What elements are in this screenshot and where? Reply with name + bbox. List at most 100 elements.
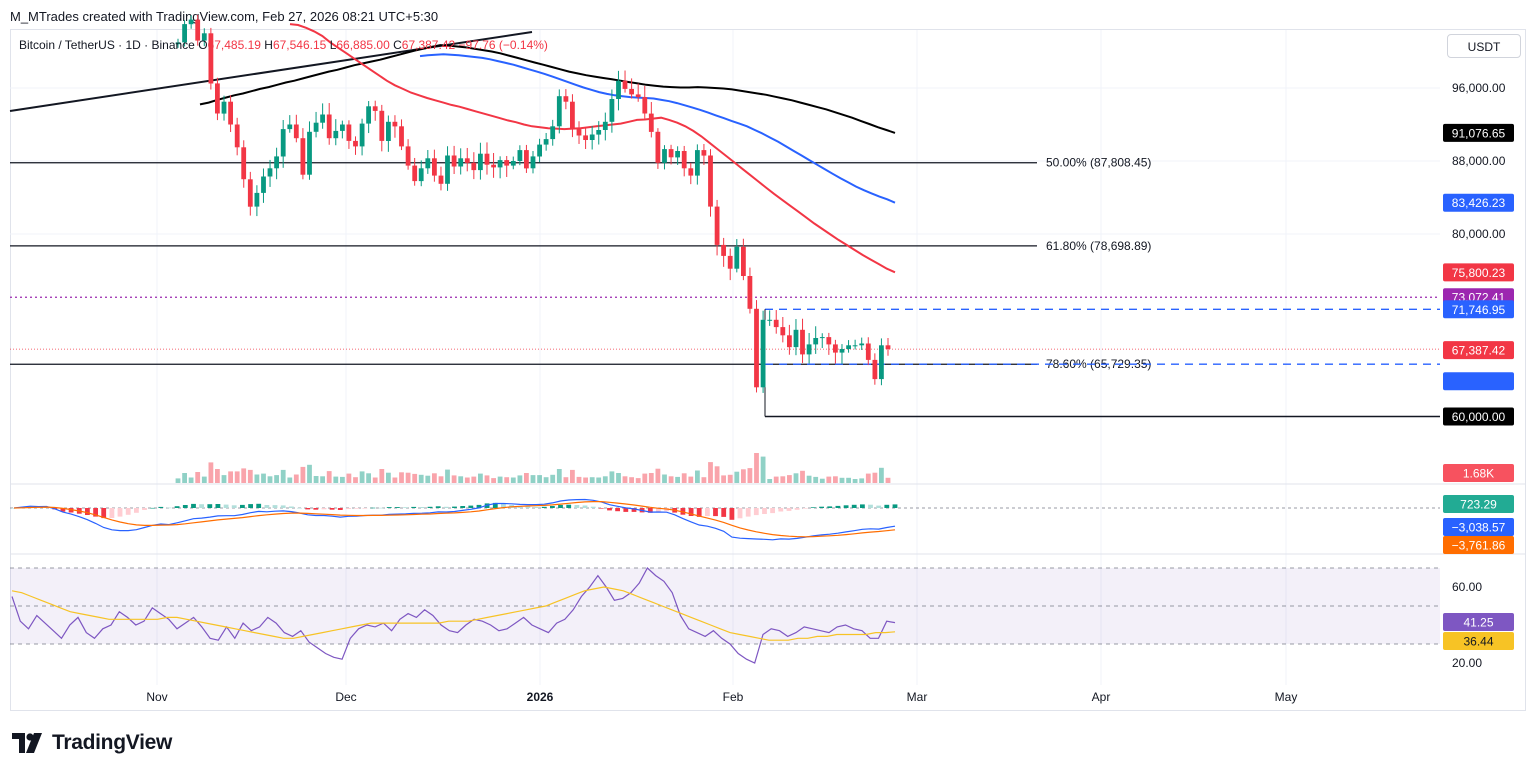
macd-histogram-bar — [843, 505, 849, 508]
volume-bar — [629, 477, 634, 483]
candle-body — [767, 319, 773, 321]
rsi-ma-tag-bg — [1443, 632, 1514, 650]
ema100-line — [419, 53, 896, 204]
volume-bar — [642, 473, 648, 483]
macd-histogram-bar — [550, 506, 555, 508]
volume-bar — [405, 472, 411, 483]
volume-bar — [727, 474, 733, 483]
volume-bar — [872, 472, 878, 483]
volume-bar — [201, 476, 207, 483]
candle-body — [727, 255, 733, 269]
rsi-value-tag: 41.25 — [1463, 616, 1493, 630]
ema50-price-tag-bg — [1443, 263, 1514, 282]
chart-attribution: M_MTrades created with TradingView.com, … — [10, 9, 439, 24]
macd-histogram-bar — [166, 507, 172, 509]
volume-bar — [497, 476, 503, 483]
macd-histogram-bar — [729, 508, 735, 520]
candle-body — [353, 140, 358, 147]
candle-body — [859, 343, 865, 346]
candle-body — [326, 114, 332, 139]
candle-body — [215, 83, 220, 114]
tradingview-logo-text: TradingView — [52, 731, 173, 754]
macd-histogram-bar — [158, 506, 164, 508]
candle-body — [399, 126, 404, 147]
macd-histogram-bar — [427, 506, 433, 508]
candle-body — [589, 134, 595, 140]
volume-bar — [550, 474, 556, 483]
candle-body — [346, 124, 352, 141]
symbol-name: Bitcoin / TetherUS · 1D · Binance — [19, 38, 195, 52]
volume-bar — [267, 476, 273, 483]
volume-bar — [787, 475, 792, 483]
volume-bar — [346, 473, 352, 483]
volume-bar — [708, 462, 713, 483]
level-71746-tag: 71,746.95 — [1452, 303, 1506, 317]
fibonacci-level-label: 50.00% (87,808.45) — [1046, 156, 1151, 170]
volume-bar — [300, 466, 306, 483]
volume-bar — [747, 468, 753, 483]
macd-histogram-bar — [721, 508, 727, 517]
candle-body — [681, 151, 687, 169]
volume-bar — [182, 473, 187, 483]
volume-bar — [602, 476, 608, 483]
candle-body — [464, 158, 470, 163]
volume-bar — [537, 475, 542, 483]
candle-body — [195, 19, 201, 41]
macd-histogram-bar — [280, 505, 286, 508]
macd-histogram-bar — [378, 507, 384, 509]
volume-bar — [333, 476, 339, 483]
volume-bar — [432, 473, 437, 483]
x-axis-tick-label: Dec — [335, 690, 356, 704]
macd-histogram-bar — [93, 508, 98, 517]
macd-histogram-bar — [403, 507, 408, 508]
candle-body — [662, 149, 667, 163]
high-value: 67,546.15 — [272, 38, 327, 52]
volume-bar — [241, 468, 247, 483]
macd-histogram-bar — [305, 508, 311, 510]
candle-body — [846, 345, 851, 349]
volume-tag: 1.68K — [1463, 467, 1494, 481]
macd-histogram-bar — [321, 508, 327, 510]
rsi-ma-tag: 36.44 — [1463, 635, 1493, 649]
candle-body — [754, 308, 759, 388]
macd-histogram-bar — [231, 505, 237, 508]
volume-bar — [504, 477, 510, 483]
rsi-line — [11, 567, 896, 664]
macd-histogram-bar — [770, 508, 775, 514]
macd-histogram-bar — [182, 505, 188, 508]
candle-body — [747, 276, 753, 309]
change-value: −97.76 (−0.14%) — [458, 38, 548, 52]
ema50-price-tag: 75,800.23 — [1452, 266, 1506, 280]
candle-body — [484, 153, 490, 165]
volume-bar — [418, 474, 424, 483]
volume-bar — [773, 476, 779, 483]
candle-body — [366, 106, 371, 124]
x-axis-tick-label: Mar — [907, 690, 928, 704]
volume-bar — [662, 474, 667, 483]
candle-body — [576, 129, 582, 136]
volume-bar — [326, 471, 332, 483]
macd-histogram-bar — [395, 507, 400, 508]
macd-histogram-bar — [419, 507, 425, 508]
macd-histogram-bar — [125, 508, 131, 515]
macd-signal-tag: −3,761.86 — [1452, 539, 1506, 553]
tradingview-logo[interactable]: TradingView — [12, 731, 172, 755]
candle-body — [741, 246, 746, 276]
candle-body — [458, 158, 464, 167]
candle-body — [773, 319, 779, 328]
macd-histogram-bar — [525, 506, 531, 508]
volume-bar — [386, 472, 391, 483]
macd-histogram-bar — [215, 504, 221, 508]
volume-bar — [425, 475, 431, 483]
currency-button[interactable]: USDT — [1447, 34, 1521, 58]
volume-bar — [668, 476, 674, 483]
level-71746-tag-bg — [1443, 300, 1514, 319]
candle-body — [359, 123, 365, 147]
volume-bar — [800, 470, 805, 483]
volume-bar — [254, 474, 260, 483]
candle-body — [793, 329, 799, 348]
macd-histogram-bar — [868, 504, 873, 508]
ema200-price-tag-bg — [1443, 123, 1514, 142]
candle-body — [510, 161, 516, 166]
